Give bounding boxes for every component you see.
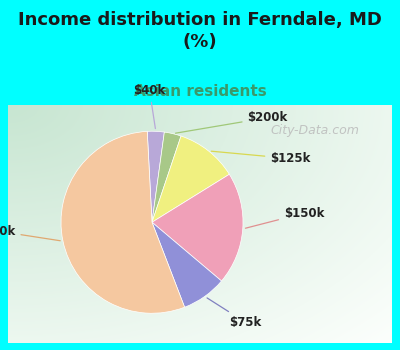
Wedge shape	[61, 131, 185, 313]
Text: $200k: $200k	[176, 111, 288, 133]
Text: Income distribution in Ferndale, MD
(%): Income distribution in Ferndale, MD (%)	[18, 10, 382, 51]
Text: $75k: $75k	[207, 298, 262, 329]
Text: $40k: $40k	[134, 84, 166, 128]
Wedge shape	[152, 222, 222, 307]
Wedge shape	[152, 174, 243, 281]
Text: $125k: $125k	[211, 151, 311, 165]
Text: $150k: $150k	[246, 206, 324, 228]
Wedge shape	[152, 132, 181, 222]
Wedge shape	[147, 131, 164, 222]
Text: $60k: $60k	[0, 225, 60, 241]
Text: Asian residents: Asian residents	[134, 84, 266, 99]
Bar	[8, 105, 392, 343]
Wedge shape	[152, 136, 229, 222]
Text: City-Data.com: City-Data.com	[271, 124, 360, 137]
